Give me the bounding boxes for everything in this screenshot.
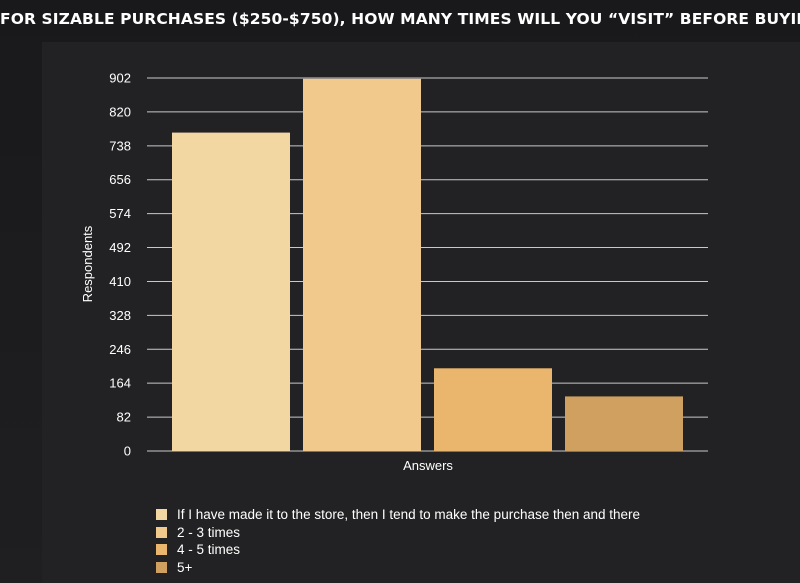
- legend-swatch: [156, 526, 167, 538]
- y-axis-label: Respondents: [80, 225, 95, 302]
- bars: [172, 78, 683, 451]
- legend-label: If I have made it to the store, then I t…: [177, 507, 641, 523]
- legend-swatch: [156, 544, 167, 556]
- legend-item: 5+: [156, 559, 640, 577]
- y-tick-label: 246: [109, 342, 131, 357]
- bar: [565, 396, 683, 451]
- y-tick-label: 0: [124, 444, 131, 459]
- y-tick-labels: 0 82 164 246 328 410 492 574 656 738 820 902: [109, 71, 131, 459]
- y-tick-label: 738: [109, 138, 131, 153]
- legend-swatch: [156, 509, 167, 521]
- legend-item: 2 - 3 times: [156, 524, 640, 542]
- bar: [303, 78, 421, 451]
- y-tick-label: 492: [109, 240, 131, 255]
- bar: [172, 132, 290, 451]
- chart-title: FOR SIZABLE PURCHASES ($250-$750), HOW M…: [0, 10, 800, 28]
- y-tick-label: 574: [109, 206, 131, 221]
- legend-item: 4 - 5 times: [156, 541, 640, 559]
- y-tick-label: 656: [109, 172, 131, 187]
- y-tick-label: 328: [109, 308, 131, 323]
- y-tick-label: 410: [109, 274, 131, 289]
- legend-label: 4 - 5 times: [177, 542, 241, 558]
- legend-swatch: [156, 561, 167, 573]
- legend-label: 5+: [177, 559, 193, 575]
- y-tick-label: 820: [109, 104, 131, 119]
- x-axis-label: Answers: [403, 458, 453, 473]
- y-tick-label: 82: [117, 410, 131, 425]
- y-tick-label: 902: [109, 71, 131, 86]
- bar: [434, 368, 552, 451]
- legend: If I have made it to the store, then I t…: [156, 506, 640, 576]
- legend-label: 2 - 3 times: [177, 524, 241, 540]
- legend-item: If I have made it to the store, then I t…: [156, 506, 640, 524]
- y-tick-label: 164: [109, 376, 131, 391]
